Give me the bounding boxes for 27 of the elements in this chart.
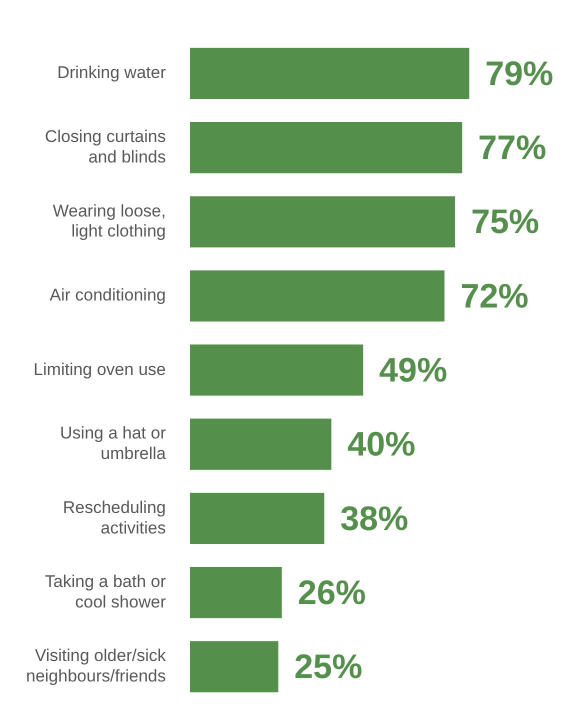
data-label: 26% [298,574,366,612]
bar [190,122,462,174]
y-tick-label: Visiting older/sick neighbours/friends [26,646,166,686]
data-label: 72% [460,277,529,316]
data-label: 79% [485,54,554,93]
data-label: 38% [340,500,408,538]
y-tick-label: Drinking water [57,63,166,82]
y-tick-label: Limiting oven use [34,360,166,379]
bar [190,641,278,692]
bar [190,566,282,618]
data-label: 77% [478,129,546,168]
data-label: 75% [471,203,540,242]
y-tick-label: Wearing loose, light clothing [52,201,166,241]
data-label: 25% [294,648,362,686]
bar [190,492,324,544]
y-tick-label: Closing curtains and blinds [44,127,166,167]
y-tick-label: Using a hat or umbrella [60,424,166,464]
y-tick-label: Rescheduling activities [62,498,166,538]
bar [190,270,444,322]
bar [190,418,332,470]
bar [190,344,364,396]
bar [190,48,470,100]
y-tick-label: Taking a bath or cool shower [44,572,166,612]
y-tick-label: Air conditioning [50,286,166,305]
bar [190,196,456,248]
data-label: 40% [347,426,416,464]
data-label: 49% [379,351,448,390]
